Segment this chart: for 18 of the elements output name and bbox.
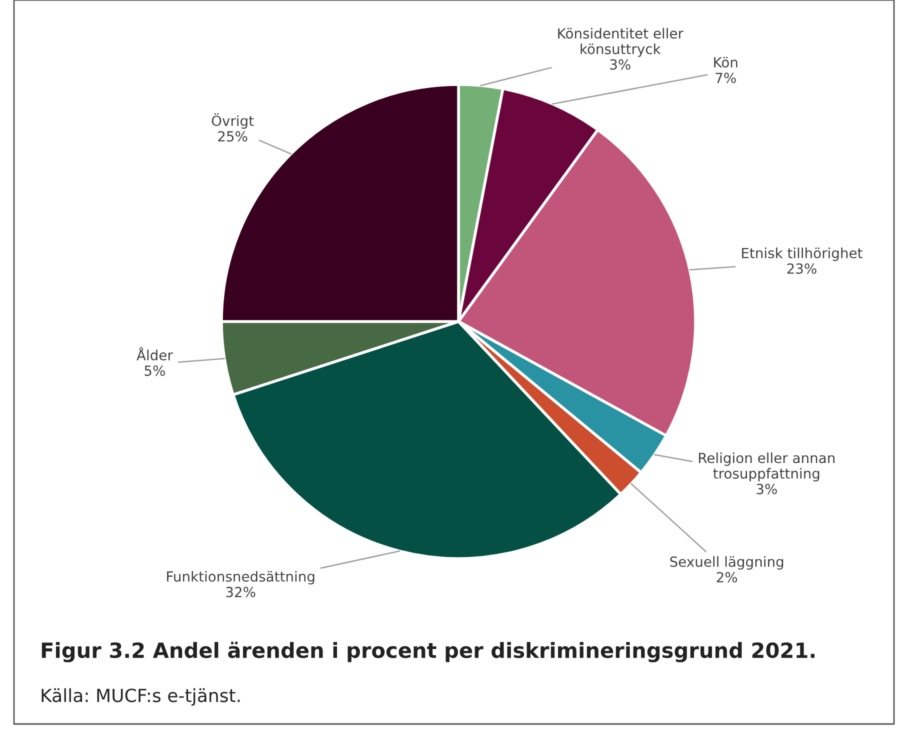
slice-label: Ålder [136,347,173,360]
data-label: 2% [716,572,738,582]
data-label: 3% [756,484,777,494]
text: Figur 3.2 Andel ärenden i procent per diskrimineringsgrund 2021. [42,642,814,662]
slice-label: Religion eller annan trosuppfattning [699,452,835,482]
data-label: 5% [144,365,165,376]
data-label: 3% [610,59,630,70]
text: Källa: MUCF:s e-tjänst. [42,688,240,706]
slice-label: Kön [714,56,738,68]
data-label: 7% [716,72,736,84]
data-label: 32% [226,586,256,598]
slice-label: Funktionsnedsättning [167,570,314,584]
slice-label: Etnisk tillhörighet [742,248,862,261]
data-label: 23% [787,263,816,274]
slice-label: Övrigt [212,113,254,129]
slice-label: Sexuell läggning [670,556,784,570]
slice-label: Könsidentitet eller könsuttryck [558,28,684,57]
data-label: 25% [218,131,248,142]
